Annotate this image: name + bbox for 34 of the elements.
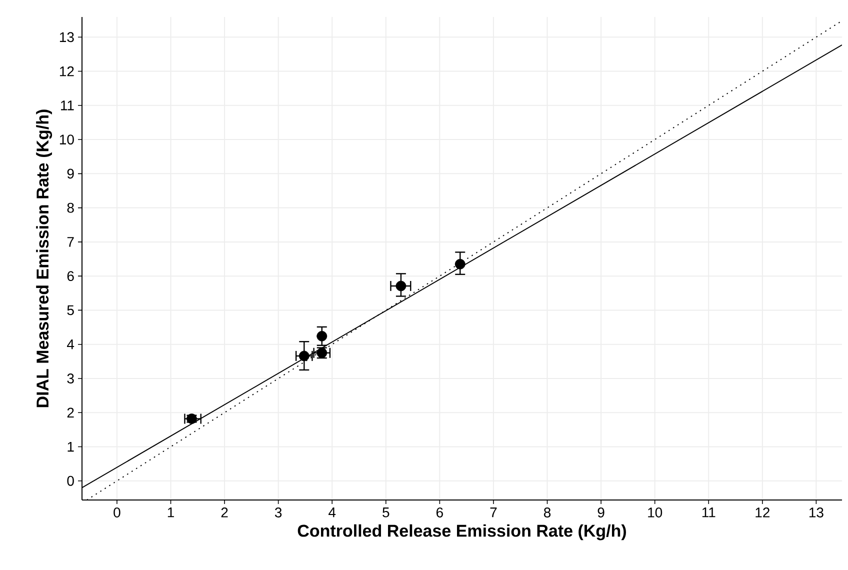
y-tick-label: 11	[61, 100, 74, 110]
x-tick-label: 0	[114, 508, 120, 518]
y-tick-label: 8	[67, 202, 74, 213]
x-tick-label: 5	[382, 508, 390, 518]
point	[454, 258, 466, 270]
y-tick-label: 0	[67, 476, 74, 486]
x-tick-label: 12	[756, 508, 770, 518]
y-tick-label: 6	[67, 271, 74, 282]
x-tick-label: 10	[648, 508, 662, 518]
y-tick-label: 1	[68, 442, 74, 452]
y-tick-label: 10	[60, 134, 74, 144]
point	[396, 280, 406, 292]
point	[316, 330, 328, 342]
y-tick-label: 12	[60, 66, 74, 76]
x-tick-label: 13	[809, 508, 824, 518]
y-tick-label: 2	[67, 408, 74, 418]
y-tick-label: 9	[67, 168, 74, 179]
y-tick-label: 7	[67, 237, 74, 247]
y-tick-label: 5	[67, 305, 74, 316]
x-tick-label: 1	[168, 508, 174, 518]
x-tick-label: 2	[221, 508, 228, 518]
y-tick-label: 3	[67, 374, 74, 384]
y-axis-title: DIAL Measured Emission Rate (Kg/h)	[36, 110, 52, 408]
x-tick-label: 7	[490, 508, 497, 518]
x-tick-label: 11	[702, 508, 716, 518]
x-tick-label: 6	[436, 508, 443, 518]
y-tick-label: 4	[66, 340, 74, 350]
x-axis-title: Controlled Release Emission Rate (Kg/h)	[298, 524, 626, 540]
x-tick-label: 3	[274, 508, 282, 518]
y-tick-label: 13	[60, 32, 74, 42]
x-tick-label: 8	[544, 508, 551, 518]
x-tick-label: 4	[328, 508, 336, 518]
point	[298, 350, 310, 362]
x-tick-label: 9	[598, 508, 604, 518]
